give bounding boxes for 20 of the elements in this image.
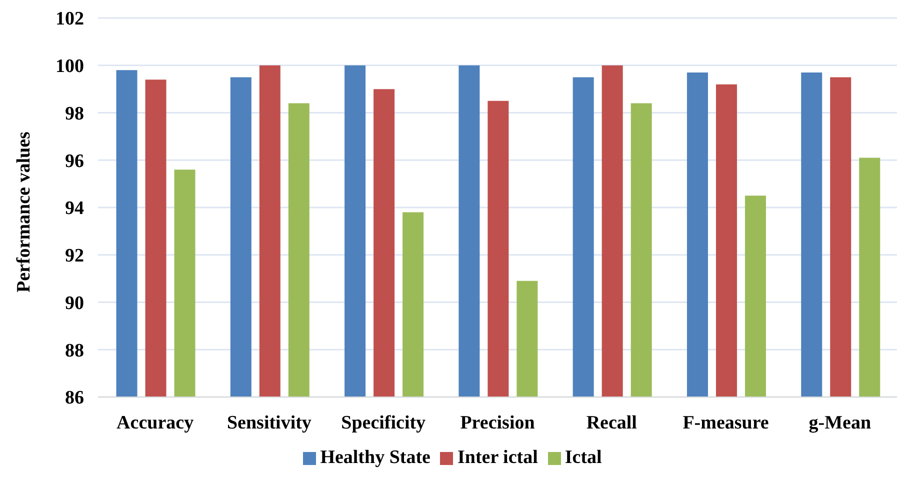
y-axis-title: Performance values (14, 132, 35, 292)
x-tick-label: g-Mean (808, 412, 872, 434)
legend-label: Healthy State (320, 447, 430, 468)
y-tick-label: 90 (65, 292, 84, 314)
x-tick-label: Sensitivity (226, 412, 312, 434)
x-tick-label: Specificity (341, 412, 426, 434)
y-tick-label: 96 (65, 150, 84, 172)
x-tick-label: Accuracy (116, 412, 194, 434)
y-tick-label: 98 (65, 103, 84, 124)
legend-label: Ictal (564, 447, 602, 468)
x-tick-label: F-measure (682, 412, 769, 434)
y-tick-label: 100 (56, 56, 84, 78)
y-tick-label: 92 (65, 246, 84, 267)
y-tick-label: 102 (56, 8, 84, 30)
y-tick-label: 94 (65, 198, 84, 220)
y-tick-label: 88 (65, 340, 84, 362)
x-tick-label: Precision (460, 412, 536, 434)
x-tick-label: Recall (586, 412, 637, 434)
y-tick-label: 86 (65, 388, 84, 409)
legend-label: Inter ictal (457, 447, 538, 468)
